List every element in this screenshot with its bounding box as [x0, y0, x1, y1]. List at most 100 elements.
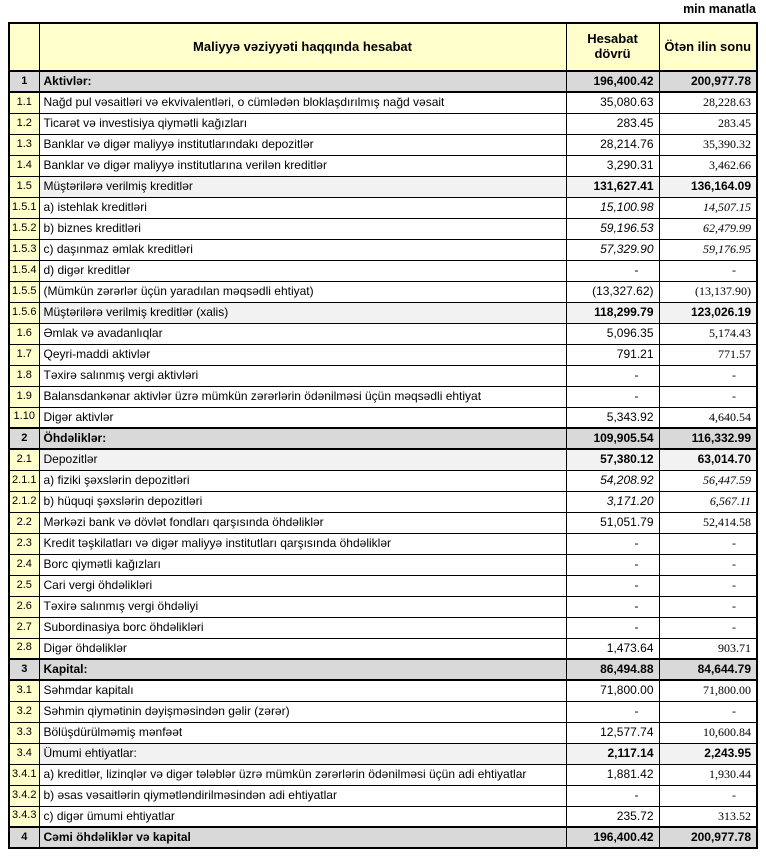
row-label-cell: Cari vergi öhdəlikləri: [38, 574, 567, 597]
row-label-cell: (Mümkün zərərlər üçün yaradılan məqsədli…: [38, 280, 567, 303]
value-current-cell: 12,577.74: [565, 721, 660, 744]
value-current-cell: -: [565, 385, 660, 408]
row-number-cell: 1.5.3: [8, 238, 40, 261]
row-number-cell: 3.2: [8, 700, 40, 723]
value-current-cell: 1,881.42: [565, 763, 660, 786]
row-label-cell: Təxirə salınmış vergi aktivləri: [38, 364, 567, 387]
value-current-cell: (13,327.62): [565, 280, 660, 303]
table-row: 2.3 Kredit təşkilatları və digər maliyyə …: [8, 532, 758, 555]
value-current-cell: 35,080.63: [565, 91, 660, 114]
table-row: 2 Öhdəliklər: 109,905.54 116,332.99: [8, 427, 758, 450]
table-title: Maliyyə vəziyyəti haqqında hesabat: [38, 22, 567, 72]
table-row: 3.4.2 b) əsas vəsaitlərin qiymətləndirilm…: [8, 784, 758, 807]
table-row: 3.4 Ümumi ehtiyatlar: 2,117.14 2,243.95: [8, 742, 758, 765]
row-number-cell: 3.4.1: [8, 763, 40, 786]
row-label-cell: Təxirə salınmış vergi öhdəliyi: [38, 595, 567, 618]
row-label-cell: b) hüquqi şəxslərin depozitləri: [38, 490, 567, 513]
row-number-cell: 2.1.2: [8, 490, 40, 513]
row-label-cell: Digər aktivlər: [38, 406, 567, 429]
table-row: 2.6 Təxirə salınmış vergi öhdəliyi - -: [8, 595, 758, 618]
table-body: 1 Aktivlər: 196,400.42 200,977.78 1.1 Nağd pu…: [8, 70, 758, 849]
row-label-cell: c) daşınmaz əmlak kreditləri: [38, 238, 567, 261]
row-label-cell: Kapital:: [38, 658, 567, 681]
table-row: 3.4.3 c) digər ümumi ehtiyatlar 235.72 313.…: [8, 805, 758, 828]
row-label-cell: Qeyri-maddi aktivlər: [38, 343, 567, 366]
value-current-cell: 71,800.00: [565, 679, 660, 702]
value-previous-cell: 62,479.99: [658, 217, 758, 240]
table-row: 2.7 Subordinasiya borc öhdəlikləri - -: [8, 616, 758, 639]
row-label-cell: Öhdəliklər:: [38, 427, 567, 450]
value-current-cell: 196,400.42: [565, 70, 660, 93]
row-label-cell: d) digər kreditlər: [38, 259, 567, 282]
value-previous-cell: 903.71: [658, 637, 758, 660]
row-label-cell: a) istehlak kreditləri: [38, 196, 567, 219]
value-previous-cell: 14,507.15: [658, 196, 758, 219]
value-previous-cell: 4,640.54: [658, 406, 758, 429]
table-row: 1.5.2 b) biznes kreditləri 59,196.53 62,479…: [8, 217, 758, 240]
value-previous-cell: 3,462.66: [658, 154, 758, 177]
value-current-cell: 51,051.79: [565, 511, 660, 534]
col-header-previous-year-end: Ötən ilin sonu: [658, 22, 758, 72]
table-row: 1.5 Müştərilərə verilmiş kreditlər 131,627…: [8, 175, 758, 198]
row-label-cell: b) biznes kreditləri: [38, 217, 567, 240]
value-previous-cell: 116,332.99: [658, 427, 758, 450]
value-previous-cell: 2,243.95: [658, 742, 758, 765]
table-row: 1.5.6 Müştərilərə verilmiş kreditlər (xal…: [8, 301, 758, 324]
row-label-cell: Borc qiymətli kağızları: [38, 553, 567, 576]
value-current-cell: 59,196.53: [565, 217, 660, 240]
row-number-cell: 3: [8, 658, 40, 681]
row-number-cell: 3.1: [8, 679, 40, 702]
value-previous-cell: -: [658, 259, 758, 282]
row-label-cell: Ticarət və investisiya qiymətli kağızlar…: [38, 112, 567, 135]
row-number-cell: 1: [8, 70, 40, 93]
unit-note: min manatla: [683, 2, 756, 16]
value-current-cell: 196,400.42: [565, 826, 660, 849]
table-row: 1.2 Ticarət və investisiya qiymətli kağız…: [8, 112, 758, 135]
value-previous-cell: 123,026.19: [658, 301, 758, 324]
table-row: 1.4 Banklar və digər maliyyə institutları…: [8, 154, 758, 177]
table-row: 3.1 Səhmdar kapitalı 71,800.00 71,800.00: [8, 679, 758, 702]
row-label-cell: Aktivlər:: [38, 70, 567, 93]
value-current-cell: 5,096.35: [565, 322, 660, 345]
value-previous-cell: 283.45: [658, 112, 758, 135]
value-current-cell: -: [565, 553, 660, 576]
row-number-cell: 1.5: [8, 175, 40, 198]
value-previous-cell: 71,800.00: [658, 679, 758, 702]
row-number-cell: 2.8: [8, 637, 40, 660]
value-previous-cell: 1,930.44: [658, 763, 758, 786]
row-label-cell: Müştərilərə verilmiş kreditlər: [38, 175, 567, 198]
table-row: 2.1 Depozitlər 57,380.12 63,014.70: [8, 448, 758, 471]
value-previous-cell: -: [658, 616, 758, 639]
row-number-cell: 1.5.2: [8, 217, 40, 240]
row-label-cell: c) digər ümumi ehtiyatlar: [38, 805, 567, 828]
value-current-cell: 54,208.92: [565, 469, 660, 492]
table-row: 2.2 Mərkəzi bank və dövlət fondları qarşı…: [8, 511, 758, 534]
value-previous-cell: -: [658, 553, 758, 576]
value-previous-cell: 28,228.63: [658, 91, 758, 114]
value-previous-cell: 63,014.70: [658, 448, 758, 471]
value-previous-cell: 84,644.79: [658, 658, 758, 681]
table-row: 1.3 Banklar və digər maliyyə institutları…: [8, 133, 758, 156]
value-current-cell: -: [565, 532, 660, 555]
row-number-cell: 2.1: [8, 448, 40, 471]
value-current-cell: 2,117.14: [565, 742, 660, 765]
row-label-cell: Cəmi öhdəliklər və kapital: [38, 826, 567, 849]
table-row: 2.8 Digər öhdəliklər 1,473.64 903.71: [8, 637, 758, 660]
row-label-cell: b) əsas vəsaitlərin qiymətləndirilməsind…: [38, 784, 567, 807]
row-number-cell: 2: [8, 427, 40, 450]
table-row: 1.5.3 c) daşınmaz əmlak kreditləri 57,329.…: [8, 238, 758, 261]
row-number-cell: 2.7: [8, 616, 40, 639]
value-current-cell: -: [565, 616, 660, 639]
table-row: 1.5.4 d) digər kreditlər - -: [8, 259, 758, 282]
value-previous-cell: 200,977.78: [658, 826, 758, 849]
value-current-cell: 15,100.98: [565, 196, 660, 219]
table-row: 2.1.2 b) hüquqi şəxslərin depozitləri 3,17…: [8, 490, 758, 513]
table-row: 3 Kapital: 86,494.88 84,644.79: [8, 658, 758, 681]
value-current-cell: 791.21: [565, 343, 660, 366]
value-current-cell: 131,627.41: [565, 175, 660, 198]
value-current-cell: 57,329.90: [565, 238, 660, 261]
value-previous-cell: 771.57: [658, 343, 758, 366]
table-row: 1.1 Nağd pul vəsaitləri və ekvivalentləri…: [8, 91, 758, 114]
table-row: 1.5.5 (Mümkün zərərlər üçün yaradılan məq…: [8, 280, 758, 303]
row-number-cell: 2.6: [8, 595, 40, 618]
